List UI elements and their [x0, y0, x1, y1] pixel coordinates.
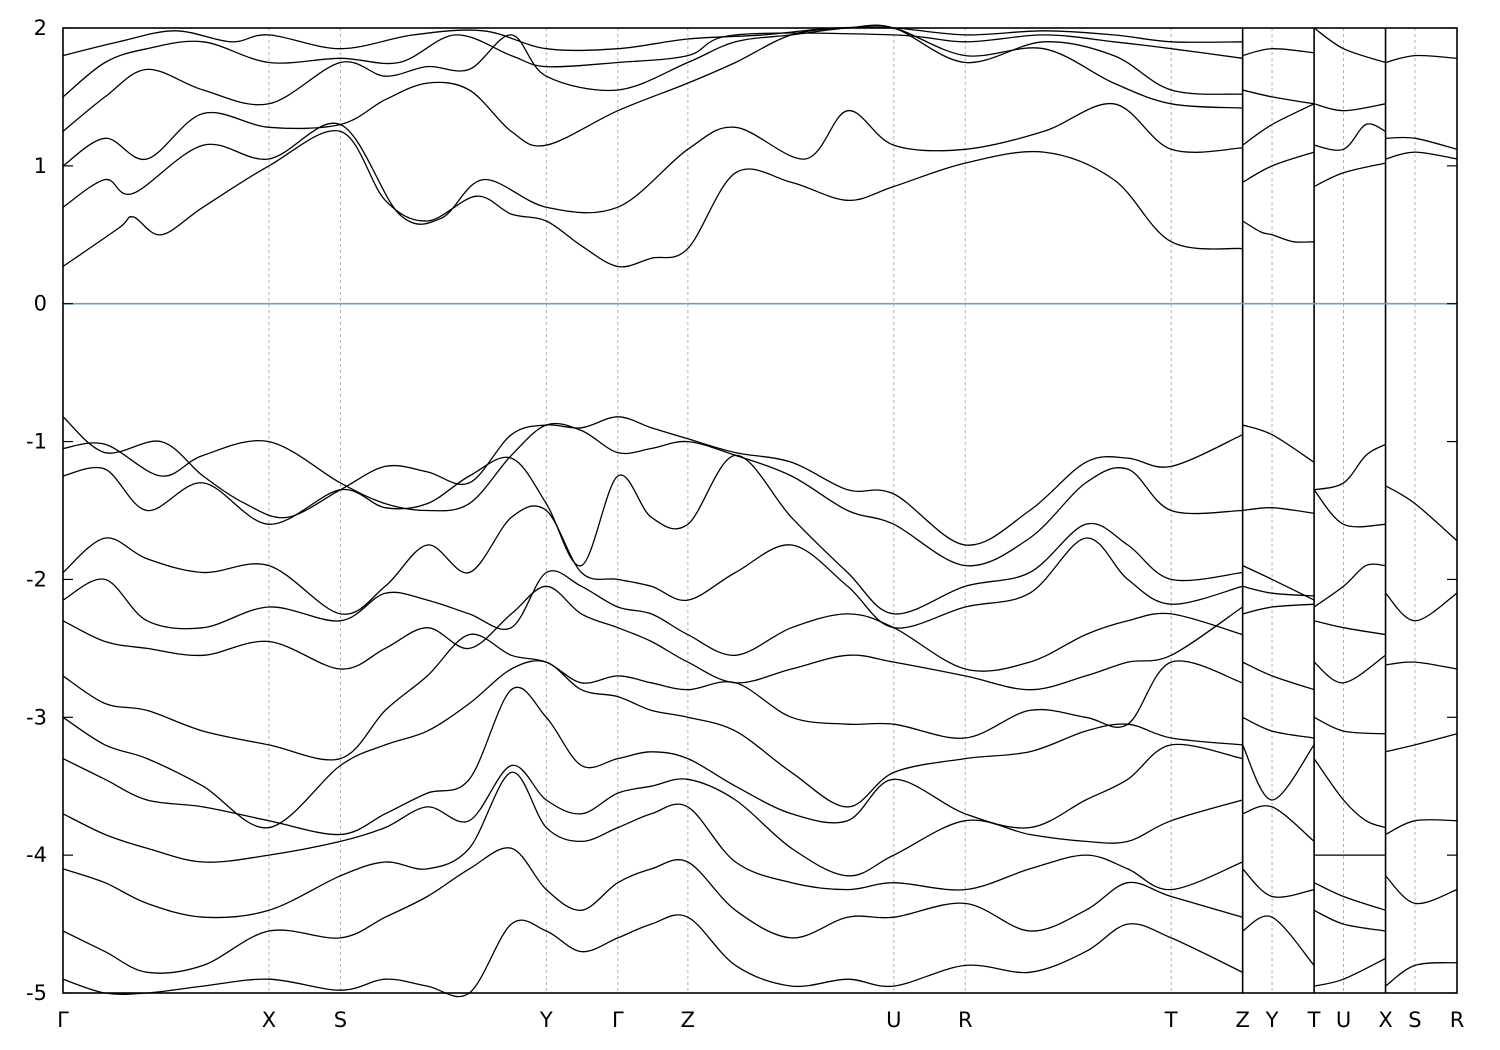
kpoint-label: T: [1164, 1008, 1178, 1032]
kpoint-label: Y: [539, 1008, 553, 1032]
kpoint-label: R: [1450, 1008, 1465, 1032]
band-line-36: [1313, 123, 1386, 151]
y-tick-label: -2: [26, 567, 47, 591]
y-tick-label: 2: [34, 16, 47, 40]
band-line-19: [1242, 220, 1315, 243]
high-symmetry-gridlines: [268, 28, 1416, 993]
band-line-38: [1313, 27, 1386, 64]
band-line-54: [1385, 592, 1458, 622]
band-line-56: [1385, 733, 1458, 753]
y-tick-label: 1: [34, 154, 47, 178]
band-line-40: [1313, 489, 1386, 528]
band-line-6: [62, 416, 1243, 546]
y-tick-label: -4: [26, 843, 47, 867]
band-line-12: [62, 633, 1243, 761]
band-line-45: [1313, 758, 1386, 829]
band-line-59: [1385, 962, 1458, 987]
y-tick-label: -5: [26, 981, 47, 1005]
band-line-7: [62, 422, 1243, 567]
band-line-5: [62, 26, 1243, 57]
y-axis-ticks: 2 1 0 -1 -2 -3 -4 -5: [26, 16, 1457, 1005]
band-line-31: [1242, 744, 1315, 801]
bands-group: [62, 24, 1458, 998]
band-line-58: [1385, 875, 1458, 905]
band-line-28: [1242, 603, 1315, 615]
band-line-37: [1313, 103, 1386, 112]
band-line-33: [1242, 868, 1315, 898]
band-line-32: [1242, 805, 1315, 842]
kpoint-label: Z: [681, 1008, 695, 1032]
band-line-27: [1242, 585, 1315, 597]
kpoint-label: X: [262, 1008, 276, 1032]
kpoint-label: X: [1378, 1008, 1392, 1032]
band-line-13: [62, 660, 1243, 829]
band-line-47: [1313, 882, 1386, 911]
band-line-9: [62, 505, 1243, 629]
band-line-34: [1242, 915, 1315, 966]
kpoint-label: U: [1336, 1008, 1351, 1032]
y-tick-label: -3: [26, 705, 47, 729]
kpoint-label: Y: [1265, 1008, 1279, 1032]
band-line-16: [62, 771, 1243, 919]
band-line-21: [1242, 103, 1315, 146]
band-line-42: [1313, 620, 1386, 636]
kpoint-label: Γ: [612, 1008, 624, 1032]
band-line-55: [1385, 661, 1458, 670]
kpoint-label: Γ: [57, 1008, 69, 1032]
band-line-2: [62, 25, 1243, 167]
band-line-30: [1242, 716, 1315, 739]
band-line-3: [62, 24, 1243, 132]
band-line-18: [62, 914, 1243, 998]
band-line-17: [62, 847, 1243, 974]
kpoint-label: U: [886, 1008, 901, 1032]
band-line-11: [62, 585, 1243, 691]
band-line-51: [1385, 136, 1458, 150]
band-line-44: [1313, 716, 1386, 735]
band-line-4: [62, 32, 1243, 98]
band-line-20: [1242, 151, 1315, 183]
band-line-35: [1313, 162, 1386, 188]
band-line-39: [1313, 443, 1386, 491]
band-line-25: [1242, 507, 1315, 514]
band-line-22: [1242, 89, 1315, 105]
band-line-52: [1385, 54, 1458, 64]
band-line-53: [1385, 485, 1458, 542]
band-line-10: [62, 570, 1243, 672]
kpoint-label: T: [1307, 1008, 1321, 1032]
band-line-23: [1242, 48, 1315, 57]
band-line-49: [1313, 957, 1386, 987]
band-line-14: [62, 686, 1243, 836]
band-line-41: [1313, 563, 1386, 608]
band-line-24: [1242, 424, 1315, 463]
band-line-48: [1313, 909, 1386, 932]
band-line-1: [62, 103, 1243, 225]
band-line-57: [1385, 819, 1458, 836]
band-line-8: [62, 454, 1243, 615]
band-line-43: [1313, 654, 1386, 684]
plot-frame: [62, 27, 1458, 994]
band-line-0: [62, 129, 1243, 268]
band-line-15: [62, 764, 1243, 877]
kpoint-label: S: [1408, 1008, 1421, 1032]
band-line-29: [1242, 661, 1315, 691]
y-tick-label: -1: [26, 430, 47, 454]
kpoint-label: Z: [1235, 1008, 1249, 1032]
kpoint-label: R: [958, 1008, 973, 1032]
band-line-50: [1385, 151, 1458, 160]
kpoint-label: S: [334, 1008, 347, 1032]
y-tick-label: 0: [34, 292, 47, 316]
